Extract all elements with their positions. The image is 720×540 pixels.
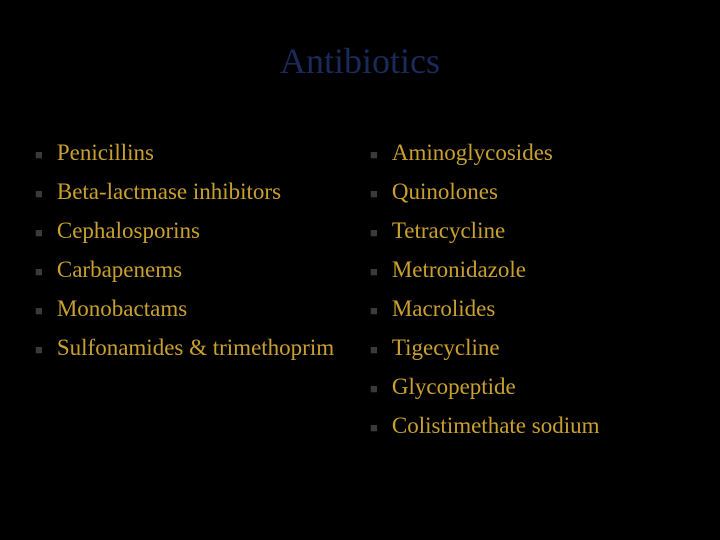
list-item: ■ Aminoglycosides xyxy=(370,137,685,168)
list-item: ■ Penicillins xyxy=(35,137,350,168)
right-list: ■ Aminoglycosides ■ Quinolones ■ Tetracycline… xyxy=(370,137,685,441)
list-item-text: Macrolides xyxy=(392,293,685,324)
right-column: ■ Aminoglycosides ■ Quinolones ■ Tetracycline… xyxy=(370,137,685,449)
list-item-text: Beta-lactmase inhibitors xyxy=(57,176,350,207)
list-item-text: Cephalosporins xyxy=(57,215,350,246)
list-item: ■ Carbapenems xyxy=(35,254,350,285)
list-item-text: Colistimethate sodium xyxy=(392,410,685,441)
list-item: ■ Cephalosporins xyxy=(35,215,350,246)
bullet-icon: ■ xyxy=(370,419,378,437)
list-item: ■ Quinolones xyxy=(370,176,685,207)
bullet-icon: ■ xyxy=(370,341,378,359)
list-item-text: Carbapenems xyxy=(57,254,350,285)
bullet-icon: ■ xyxy=(35,341,43,359)
list-item-text: Sulfonamides & trimethoprim xyxy=(57,332,350,363)
bullet-icon: ■ xyxy=(370,185,378,203)
slide-container: Antibiotics ■ Penicillins ■ Beta-lactmase i… xyxy=(0,0,720,540)
bullet-icon: ■ xyxy=(370,146,378,164)
list-item-text: Quinolones xyxy=(392,176,685,207)
list-item-text: Aminoglycosides xyxy=(392,137,685,168)
bullet-icon: ■ xyxy=(35,224,43,242)
left-list: ■ Penicillins ■ Beta-lactmase inhibitors ■ Ce… xyxy=(35,137,350,363)
bullet-icon: ■ xyxy=(370,302,378,320)
list-item-text: Glycopeptide xyxy=(392,371,685,402)
left-column: ■ Penicillins ■ Beta-lactmase inhibitors ■ Ce… xyxy=(35,137,350,449)
list-item-text: Metronidazole xyxy=(392,254,685,285)
list-item-text: Penicillins xyxy=(57,137,350,168)
content-columns: ■ Penicillins ■ Beta-lactmase inhibitors ■ Ce… xyxy=(30,137,690,449)
slide-title: Antibiotics xyxy=(30,40,690,82)
bullet-icon: ■ xyxy=(35,146,43,164)
bullet-icon: ■ xyxy=(370,380,378,398)
list-item: ■ Sulfonamides & trimethoprim xyxy=(35,332,350,363)
list-item: ■ Glycopeptide xyxy=(370,371,685,402)
list-item: ■ Metronidazole xyxy=(370,254,685,285)
bullet-icon: ■ xyxy=(35,185,43,203)
list-item: ■ Beta-lactmase inhibitors xyxy=(35,176,350,207)
list-item: ■ Colistimethate sodium xyxy=(370,410,685,441)
list-item: ■ Macrolides xyxy=(370,293,685,324)
bullet-icon: ■ xyxy=(370,224,378,242)
list-item: ■ Tigecycline xyxy=(370,332,685,363)
list-item: ■ Tetracycline xyxy=(370,215,685,246)
bullet-icon: ■ xyxy=(35,302,43,320)
list-item-text: Monobactams xyxy=(57,293,350,324)
list-item-text: Tigecycline xyxy=(392,332,685,363)
bullet-icon: ■ xyxy=(35,263,43,281)
bullet-icon: ■ xyxy=(370,263,378,281)
list-item-text: Tetracycline xyxy=(392,215,685,246)
list-item: ■ Monobactams xyxy=(35,293,350,324)
